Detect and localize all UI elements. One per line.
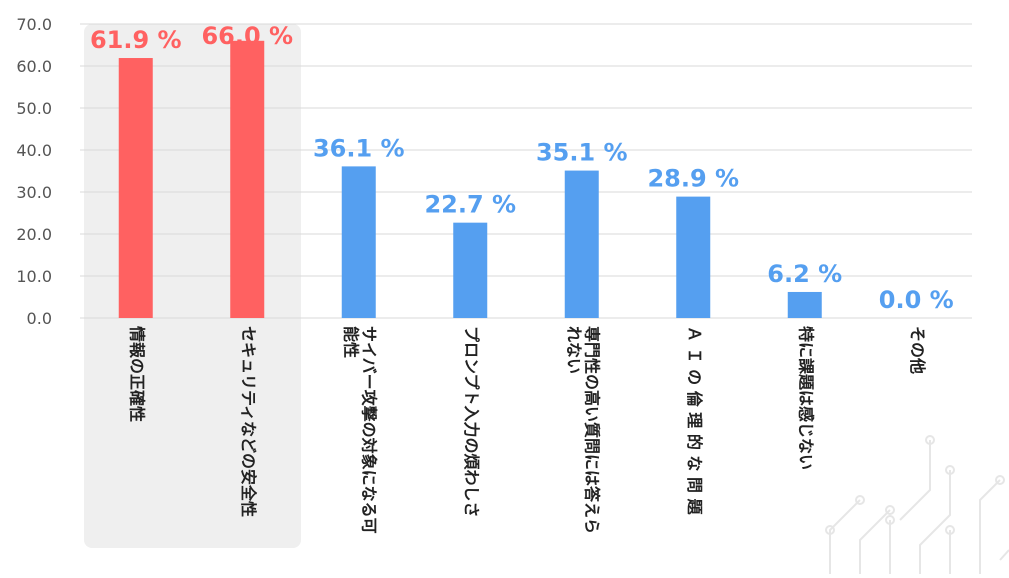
- data-label: 66.0 %: [201, 22, 293, 50]
- bar: [118, 58, 153, 319]
- category-label: Ａ Ｉ の 倫 理 的 な 問 題: [685, 326, 704, 516]
- circuit-node: [945, 525, 955, 535]
- bar: [453, 222, 488, 318]
- bar: [341, 166, 376, 318]
- circuit-node: [885, 515, 895, 525]
- y-tick-label: 40.0: [16, 141, 52, 160]
- circuit-node: [825, 525, 835, 535]
- circuit-line: [999, 549, 1009, 561]
- circuit-decoration: [825, 435, 1009, 574]
- bar: [787, 291, 822, 318]
- bar: [676, 196, 711, 318]
- y-axis-tick-labels: 0.0 10.0 20.0 30.0 40.0 50.0 60.0 70.0: [16, 15, 52, 328]
- circuit-line: [899, 440, 931, 521]
- circuit-node: [925, 435, 935, 445]
- circuit-node: [945, 465, 955, 475]
- y-tick-label: 0.0: [27, 309, 52, 328]
- category-label: 専門性の高い質問には答えら: [582, 326, 601, 534]
- category-label: 情報の正確性: [127, 326, 146, 422]
- circuit-node: [885, 505, 895, 515]
- y-tick-label: 50.0: [16, 99, 52, 118]
- y-tick-label: 30.0: [16, 183, 52, 202]
- y-tick-label: 10.0: [16, 267, 52, 286]
- highlight-background-layer: [84, 24, 301, 548]
- circuit-node: [855, 495, 865, 505]
- data-labels: 61.9 % 66.0 % 36.1 % 22.7 % 35.1 % 28.9 % 6.2 …: [90, 22, 954, 314]
- y-tick-label: 60.0: [16, 57, 52, 76]
- circuit-line: [919, 470, 951, 574]
- data-label: 22.7 %: [424, 191, 516, 219]
- circuit-line: [979, 479, 1001, 574]
- category-label: セキュリティなどの安全性: [239, 326, 258, 517]
- category-label: 特に課題は感じない: [796, 326, 815, 470]
- category-label: れない: [564, 326, 583, 374]
- data-label: 28.9 %: [647, 165, 739, 193]
- category-label: サイバー攻撃の対象になる可: [359, 326, 378, 534]
- bar: [230, 40, 265, 319]
- circuit-node: [995, 475, 1005, 485]
- data-label: 61.9 %: [90, 26, 182, 54]
- data-label: 0.0 %: [879, 286, 954, 314]
- circuit-line: [859, 509, 891, 574]
- category-label: プロンプト入力の煩わしさ: [462, 326, 481, 518]
- bars: [118, 40, 822, 319]
- category-label: 能性: [341, 326, 360, 358]
- data-label: 35.1 %: [536, 139, 628, 167]
- bar: [564, 170, 599, 318]
- circuit-line: [829, 499, 861, 574]
- data-label: 6.2 %: [767, 260, 842, 288]
- data-label: 36.1 %: [313, 134, 405, 162]
- highlight-background: [84, 24, 301, 548]
- y-tick-label: 70.0: [16, 15, 52, 34]
- gridlines: [80, 23, 972, 319]
- category-label: その他: [908, 326, 927, 374]
- y-tick-label: 20.0: [16, 225, 52, 244]
